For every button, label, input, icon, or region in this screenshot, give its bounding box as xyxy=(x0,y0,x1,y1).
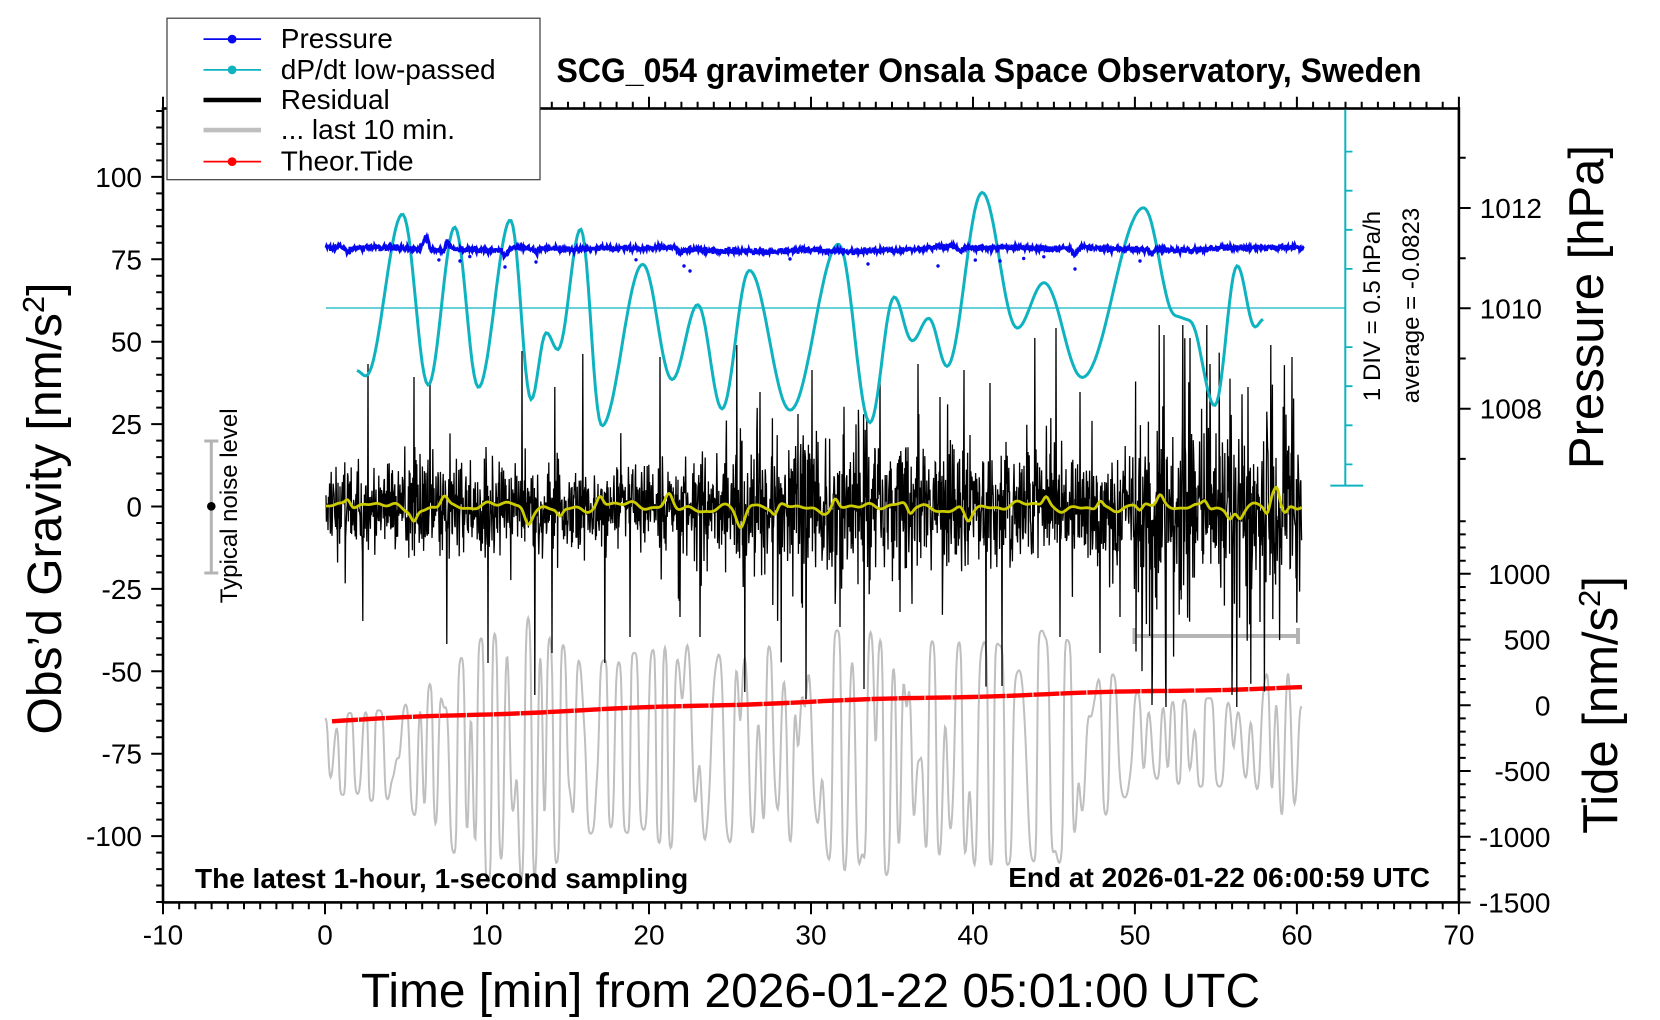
svg-text:-100: -100 xyxy=(86,821,142,852)
svg-text:Obs’d Gravity [nm/s2]: Obs’d Gravity [nm/s2] xyxy=(16,282,72,734)
svg-text:Time [min] from 2026-01-22 05:: Time [min] from 2026-01-22 05:01:00 UTC xyxy=(361,964,1260,1018)
svg-text:dP/dt low-passed: dP/dt low-passed xyxy=(281,54,496,85)
svg-text:Theor.Tide: Theor.Tide xyxy=(281,146,414,177)
svg-text:1012: 1012 xyxy=(1480,193,1542,224)
svg-text:30: 30 xyxy=(795,920,826,951)
svg-text:40: 40 xyxy=(957,920,988,951)
svg-text:Pressure [hPa]: Pressure [hPa] xyxy=(1560,145,1614,469)
svg-text:70: 70 xyxy=(1443,920,1474,951)
svg-text:The latest 1-hour, 1-second sa: The latest 1-hour, 1-second sampling xyxy=(195,863,688,894)
svg-text:100: 100 xyxy=(95,162,142,193)
svg-text:1010: 1010 xyxy=(1480,293,1542,324)
svg-text:Typical noise level: Typical noise level xyxy=(216,408,243,603)
svg-text:Residual: Residual xyxy=(281,84,390,115)
svg-text:1 DIV = 0.5 hPa/h: 1 DIV = 0.5 hPa/h xyxy=(1359,211,1386,401)
svg-text:Pressure: Pressure xyxy=(281,23,393,54)
svg-text:... last 10 min.: ... last 10 min. xyxy=(281,114,455,145)
svg-text:25: 25 xyxy=(111,409,142,440)
svg-text:60: 60 xyxy=(1281,920,1312,951)
svg-text:0: 0 xyxy=(317,920,333,951)
svg-text:1008: 1008 xyxy=(1480,394,1542,425)
svg-text:20: 20 xyxy=(633,920,664,951)
svg-text:-1000: -1000 xyxy=(1479,822,1551,853)
svg-text:50: 50 xyxy=(111,327,142,358)
svg-text:-1500: -1500 xyxy=(1479,888,1551,919)
svg-text:500: 500 xyxy=(1504,625,1551,656)
svg-text:1000: 1000 xyxy=(1488,559,1550,590)
svg-text:75: 75 xyxy=(111,244,142,275)
svg-text:-500: -500 xyxy=(1494,756,1550,787)
svg-text:-50: -50 xyxy=(102,656,142,687)
svg-text:End at 2026-01-22 06:00:59 UTC: End at 2026-01-22 06:00:59 UTC xyxy=(1008,862,1430,893)
svg-text:10: 10 xyxy=(471,920,502,951)
svg-text:SCG_054 gravimeter Onsala Spac: SCG_054 gravimeter Onsala Space Observat… xyxy=(557,52,1422,90)
svg-text:-25: -25 xyxy=(102,574,142,605)
svg-text:0: 0 xyxy=(126,492,142,523)
svg-text:-10: -10 xyxy=(143,920,183,951)
svg-text:-75: -75 xyxy=(102,739,142,770)
svg-text:Tide [nm/s2]: Tide [nm/s2] xyxy=(1572,576,1628,834)
svg-text:50: 50 xyxy=(1119,920,1150,951)
svg-text:0: 0 xyxy=(1535,690,1551,721)
svg-text:average = -0.0823: average = -0.0823 xyxy=(1398,208,1425,403)
